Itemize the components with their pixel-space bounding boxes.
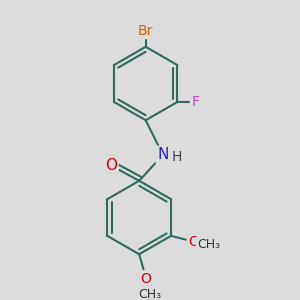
Text: O: O: [188, 236, 199, 249]
Text: CH₃: CH₃: [138, 288, 162, 300]
Text: O: O: [140, 272, 151, 286]
Text: N: N: [157, 147, 169, 162]
Text: Br: Br: [138, 24, 153, 38]
Text: O: O: [105, 158, 117, 173]
Text: H: H: [172, 150, 182, 164]
Text: CH₃: CH₃: [197, 238, 220, 251]
Text: F: F: [192, 95, 200, 109]
